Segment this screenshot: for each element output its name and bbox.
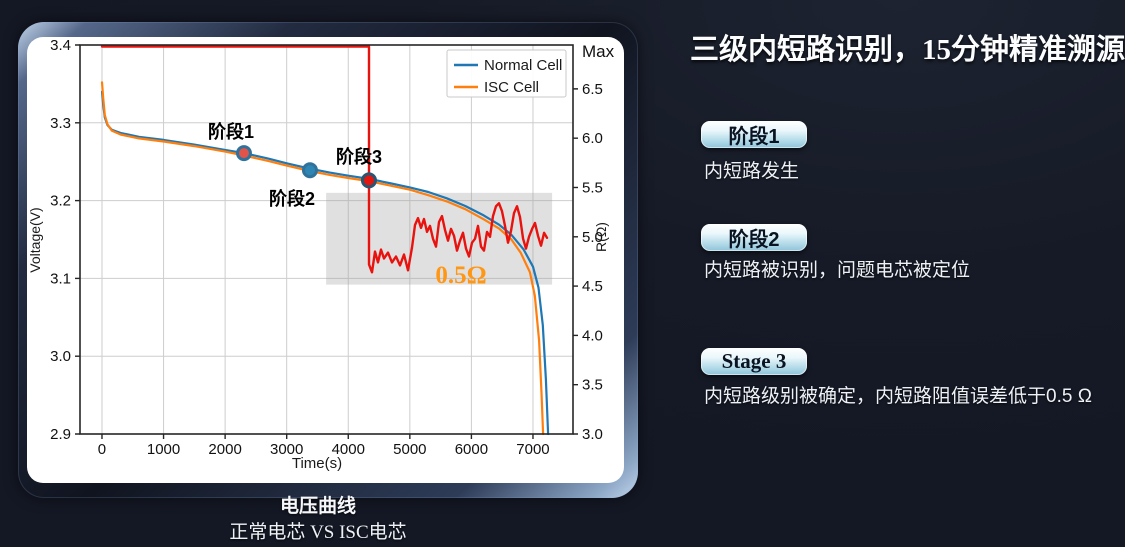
- legend-label-normal: Normal Cell: [484, 57, 562, 74]
- svg-text:0: 0: [98, 441, 106, 458]
- svg-text:3000: 3000: [270, 441, 303, 458]
- svg-text:4000: 4000: [332, 441, 365, 458]
- chart-plot-layer: 0 1000 2000 3000 4000 5000 6000 7000 3.4 3.3 3.2 3.…: [50, 37, 614, 458]
- svg-text:5.0: 5.0: [582, 229, 603, 246]
- stage3-description: 内短路级别被确定，内短路阻值误差低于0.5 Ω: [704, 386, 1092, 407]
- svg-text:5000: 5000: [393, 441, 426, 458]
- svg-text:7000: 7000: [516, 441, 549, 458]
- right-axis-title: R(Ω): [593, 222, 609, 252]
- svg-text:3.0: 3.0: [582, 426, 603, 443]
- chart-caption-subtitle: 正常电芯 VS ISC电芯: [229, 522, 407, 543]
- svg-text:2.9: 2.9: [50, 426, 71, 443]
- svg-text:4.0: 4.0: [582, 327, 603, 344]
- stage2-badge: 阶段2: [701, 224, 807, 251]
- resistance-annotation: 0.5Ω: [435, 262, 486, 289]
- legend-label-isc: ISC Cell: [484, 79, 539, 96]
- stage2-description: 内短路被识别，问题电芯被定位: [704, 260, 971, 281]
- stage3-badge: Stage 3: [701, 348, 807, 375]
- chart-card: 0 1000 2000 3000 4000 5000 6000 7000 3.4 3.3 3.2 3.…: [27, 37, 624, 483]
- svg-text:3.2: 3.2: [50, 193, 71, 210]
- svg-text:2000: 2000: [208, 441, 241, 458]
- legend: Normal Cell ISC Cell: [446, 49, 567, 98]
- svg-text:3.3: 3.3: [50, 115, 71, 132]
- legend-box: [446, 49, 567, 98]
- svg-text:3.5: 3.5: [582, 377, 603, 394]
- page-title: 三级内短路识别，15分钟精准溯源: [690, 34, 1125, 66]
- svg-text:Max: Max: [582, 42, 615, 61]
- stage1-description: 内短路发生: [704, 161, 800, 182]
- svg-text:3.4: 3.4: [50, 37, 71, 54]
- chart-caption-title: 电压曲线: [279, 496, 356, 517]
- svg-text:6.0: 6.0: [582, 130, 603, 147]
- stage1-point-label: 阶段1: [208, 121, 254, 142]
- svg-text:6.5: 6.5: [582, 81, 603, 98]
- svg-text:6000: 6000: [455, 441, 488, 458]
- svg-text:1000: 1000: [147, 441, 180, 458]
- svg-text:4.5: 4.5: [582, 278, 603, 295]
- stage1-badge: 阶段1: [701, 121, 807, 148]
- left-axis-title: Voltage(V): [27, 207, 43, 272]
- stage2-point-label: 阶段2: [269, 188, 315, 209]
- x-axis-title: Time(s): [292, 455, 342, 472]
- svg-text:3.1: 3.1: [50, 270, 71, 287]
- svg-text:5.5: 5.5: [582, 179, 603, 196]
- voltage-resistance-chart: 0 1000 2000 3000 4000 5000 6000 7000 3.4 3.3 3.2 3.…: [27, 37, 615, 472]
- chart-frame: 0 1000 2000 3000 4000 5000 6000 7000 3.4 3.3 3.2 3.…: [18, 22, 638, 498]
- svg-text:3.0: 3.0: [50, 348, 71, 365]
- stage3-point-label: 阶段3: [336, 146, 382, 167]
